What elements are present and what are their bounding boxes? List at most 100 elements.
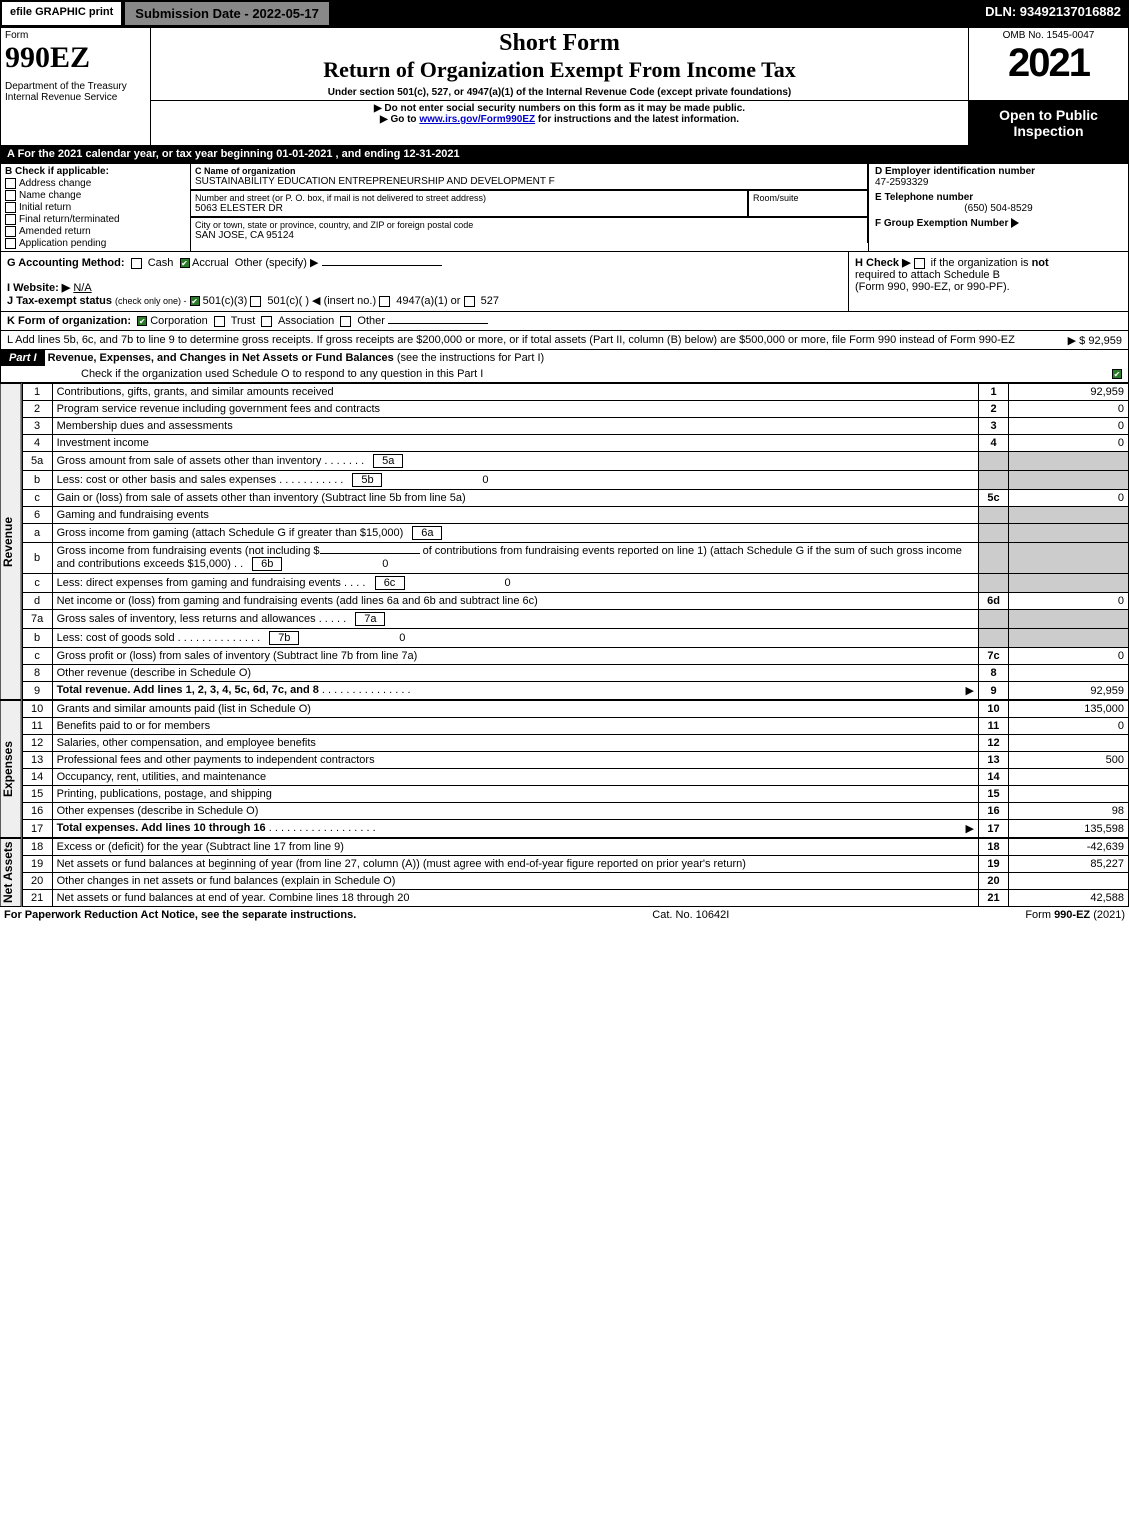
l7a-num: 7a <box>22 610 52 629</box>
dept-1: Department of the Treasury <box>5 81 146 92</box>
l19-num: 19 <box>22 856 52 873</box>
l6a-val <box>1009 524 1129 543</box>
chk-name-change[interactable] <box>5 190 16 201</box>
chk-schedule-o[interactable]: ✔ <box>1112 369 1122 379</box>
j-o4: 527 <box>481 295 499 307</box>
l7c-num: c <box>22 648 52 665</box>
l20-desc: Other changes in net assets or fund bala… <box>52 873 978 890</box>
k-trust: Trust <box>231 315 256 327</box>
chk-final-return[interactable] <box>5 214 16 225</box>
b-label: B Check if applicable: <box>5 166 186 177</box>
l5c-rn: 5c <box>979 490 1009 507</box>
l11-rn: 11 <box>979 718 1009 735</box>
l11-val: 0 <box>1009 718 1129 735</box>
l14-num: 14 <box>22 769 52 786</box>
l14-rn: 14 <box>979 769 1009 786</box>
g-other: Other (specify) ▶ <box>235 257 319 269</box>
row-a: A For the 2021 calendar year, or tax yea… <box>0 146 1129 163</box>
l6-num: 6 <box>22 507 52 524</box>
chk-4947[interactable] <box>379 296 390 307</box>
l9-num: 9 <box>22 682 52 700</box>
l3-rn: 3 <box>979 418 1009 435</box>
l19-val: 85,227 <box>1009 856 1129 873</box>
l9-val: 92,959 <box>1009 682 1129 700</box>
l20-rn: 20 <box>979 873 1009 890</box>
l5b-desc: Less: cost or other basis and sales expe… <box>52 471 978 490</box>
side-revenue: Revenue <box>0 383 22 700</box>
city-value: SAN JOSE, CA 95124 <box>195 230 863 241</box>
d-label: D Employer identification number <box>875 166 1122 177</box>
section-def: D Employer identification number 47-2593… <box>868 164 1128 251</box>
l5a-num: 5a <box>22 452 52 471</box>
l21-val: 42,588 <box>1009 890 1129 907</box>
l13-num: 13 <box>22 752 52 769</box>
l13-val: 500 <box>1009 752 1129 769</box>
l6c-val <box>1009 574 1129 593</box>
chk-501c3[interactable]: ✔ <box>190 296 200 306</box>
chk-initial-return[interactable] <box>5 202 16 213</box>
l5b-rn <box>979 471 1009 490</box>
l6-desc: Gaming and fundraising events <box>52 507 978 524</box>
chk-trust[interactable] <box>214 316 225 327</box>
l11-desc: Benefits paid to or for members <box>52 718 978 735</box>
l5c-desc: Gain or (loss) from sale of assets other… <box>52 490 978 507</box>
l1-num: 1 <box>22 384 52 401</box>
l10-num: 10 <box>22 701 52 718</box>
chk-other[interactable] <box>340 316 351 327</box>
chk-application-pending[interactable] <box>5 238 16 249</box>
l2-desc: Program service revenue including govern… <box>52 401 978 418</box>
l18-rn: 18 <box>979 839 1009 856</box>
form-number: 990EZ <box>5 41 146 75</box>
h-text2: if the organization is <box>931 257 1032 269</box>
irs-link[interactable]: www.irs.gov/Form990EZ <box>419 114 535 125</box>
street-label: Number and street (or P. O. box, if mail… <box>195 193 743 203</box>
chk-schedule-b[interactable] <box>914 258 925 269</box>
chk-accrual[interactable]: ✔ <box>180 258 190 268</box>
row-a-begin: 01-01-2021 <box>276 148 332 160</box>
opt-name-change: Name change <box>19 190 81 201</box>
l7b-num: b <box>22 629 52 648</box>
chk-501c[interactable] <box>250 296 261 307</box>
l16-val: 98 <box>1009 803 1129 820</box>
l16-num: 16 <box>22 803 52 820</box>
omb-cell: OMB No. 1545-0047 2021 <box>969 28 1129 101</box>
h-text3: required to attach Schedule B <box>855 269 1000 281</box>
l6d-val: 0 <box>1009 593 1129 610</box>
chk-corp[interactable]: ✔ <box>137 316 147 326</box>
l5b-box: 5b <box>352 473 382 487</box>
l15-num: 15 <box>22 786 52 803</box>
l7c-rn: 7c <box>979 648 1009 665</box>
form-word: Form <box>5 30 146 41</box>
row-a-end: 12-31-2021 <box>403 148 459 160</box>
l17-num: 17 <box>22 820 52 838</box>
net-assets-table: 18Excess or (deficit) for the year (Subt… <box>22 838 1129 907</box>
l15-rn: 15 <box>979 786 1009 803</box>
l6c-num: c <box>22 574 52 593</box>
title-main: Return of Organization Exempt From Incom… <box>155 57 964 83</box>
section-c: C Name of organization SUSTAINABILITY ED… <box>191 164 868 251</box>
chk-amended-return[interactable] <box>5 226 16 237</box>
chk-527[interactable] <box>464 296 475 307</box>
section-g: G Accounting Method: Cash ✔ Accrual Othe… <box>1 252 848 311</box>
subtitle-1: Under section 501(c), 527, or 4947(a)(1)… <box>155 87 964 98</box>
l12-desc: Salaries, other compensation, and employ… <box>52 735 978 752</box>
chk-assoc[interactable] <box>261 316 272 327</box>
part-1-bar: Part I <box>1 350 45 366</box>
l17-rn: 17 <box>979 820 1009 838</box>
chk-cash[interactable] <box>131 258 142 269</box>
revenue-table: 1Contributions, gifts, grants, and simil… <box>22 383 1129 700</box>
section-b: B Check if applicable: Address change Na… <box>1 164 191 251</box>
l8-desc: Other revenue (describe in Schedule O) <box>52 665 978 682</box>
arrow-icon <box>1011 218 1019 228</box>
chk-address-change[interactable] <box>5 178 16 189</box>
l-amount: ▶ $ 92,959 <box>1068 334 1122 347</box>
l6-rn <box>979 507 1009 524</box>
subtitle-cell: ▶ Do not enter social security numbers o… <box>151 101 969 146</box>
g-cash: Cash <box>148 257 174 269</box>
part-1-header: Part I Revenue, Expenses, and Changes in… <box>0 350 1129 383</box>
l5c-num: c <box>22 490 52 507</box>
l10-rn: 10 <box>979 701 1009 718</box>
l5a-desc: Gross amount from sale of assets other t… <box>52 452 978 471</box>
l5b-num: b <box>22 471 52 490</box>
opt-initial-return: Initial return <box>19 202 71 213</box>
